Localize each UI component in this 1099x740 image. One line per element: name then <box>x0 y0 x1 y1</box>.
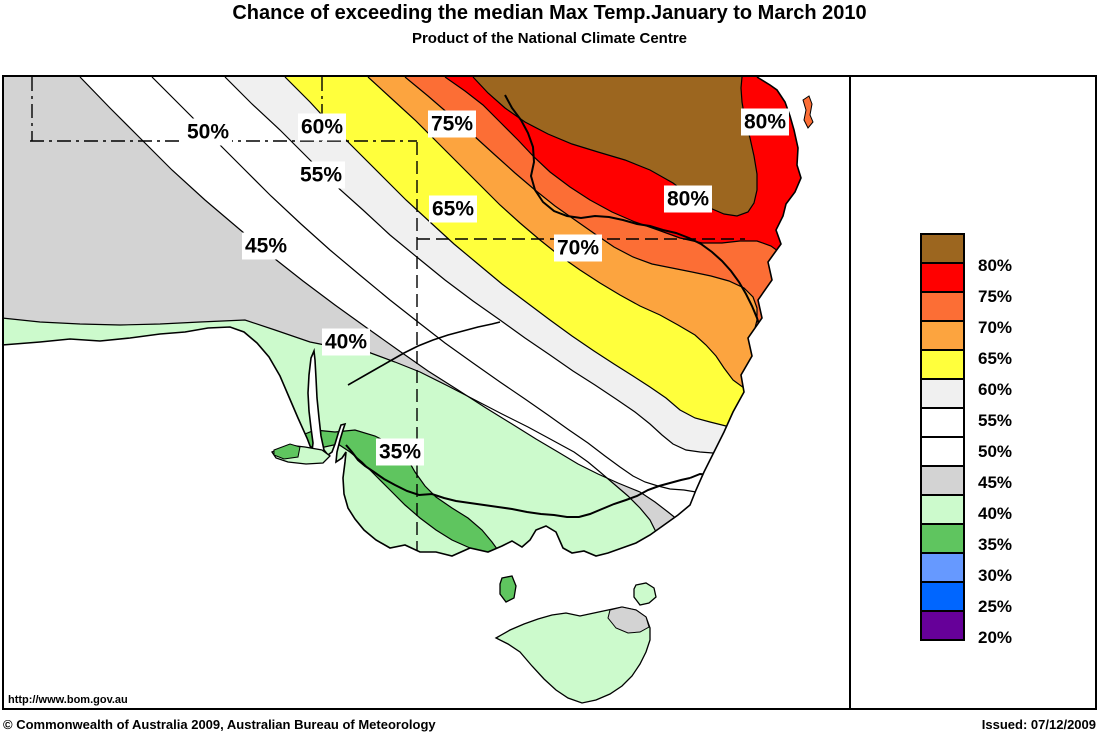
contour-50 <box>151 77 697 493</box>
legend-swatch-band_65_70 <box>920 320 965 351</box>
island-tasmania-ne-patch <box>607 606 650 634</box>
contour-label-65: 65% <box>428 195 478 223</box>
island-fraser <box>802 95 814 129</box>
mainland-coastline <box>1 76 802 557</box>
copyright-text: © Commonwealth of Australia 2009, Austra… <box>3 717 436 732</box>
issued-date: Issued: 07/12/2009 <box>981 717 1096 732</box>
legend-label-45: 45% <box>978 473 1013 492</box>
legend-label-60: 60% <box>978 380 1013 399</box>
legend-swatch-band_under_20 <box>920 610 965 641</box>
contour-label-50: 50% <box>183 118 233 146</box>
legend-swatch-band_80_plus <box>920 233 965 264</box>
probability-bands <box>2 77 801 556</box>
legend-swatch-band_55_60 <box>920 378 965 409</box>
map-frame <box>2 75 1097 710</box>
legend-swatch-band_60_65 <box>920 349 965 380</box>
legend-label-50: 50% <box>978 442 1013 461</box>
band-80-plus <box>473 77 757 216</box>
legend-label-20: 20% <box>978 628 1013 647</box>
island-kangaroo-west-patch <box>273 443 301 460</box>
legend-label-40: 40% <box>978 504 1013 523</box>
legend-swatch-band_25_30 <box>920 552 965 583</box>
contour-45 <box>79 77 685 527</box>
band-75-80 <box>445 77 801 556</box>
contour-label-40: 40% <box>321 328 371 356</box>
legend-label-75: 75% <box>978 287 1013 306</box>
contour-label-80: 80% <box>740 108 790 136</box>
contour-65 <box>367 77 754 393</box>
legend-label-30: 30% <box>978 566 1013 585</box>
island-tasmania <box>494 606 651 704</box>
island-flinders <box>633 582 657 606</box>
legend-swatch-band_40_45 <box>920 465 965 496</box>
river-murray-upper <box>347 321 501 386</box>
bom-url: http://www.bom.gov.au <box>8 694 128 706</box>
page-subtitle: Product of the National Climate Centre <box>411 30 688 47</box>
legend-swatch-band_45_50 <box>920 436 965 467</box>
legend-label-25: 25% <box>978 597 1013 616</box>
legend-label-35: 35% <box>978 535 1013 554</box>
contour-70 <box>404 77 758 349</box>
contour-label-55: 55% <box>296 161 346 189</box>
contour-60 <box>284 77 731 428</box>
page-title: Chance of exceeding the median Max Temp.… <box>232 2 867 24</box>
islands <box>271 95 814 704</box>
contour-label-80: 80% <box>663 185 713 213</box>
legend-cells <box>920 233 965 641</box>
contour-label-45: 45% <box>241 232 291 260</box>
contour-label-60: 60% <box>297 113 347 141</box>
contour-40 <box>2 317 657 533</box>
island-king <box>499 575 517 603</box>
legend-swatch-band_35_40 <box>920 494 965 525</box>
legend-swatch-band_50_55 <box>920 407 965 438</box>
legend-swatch-band_20_25 <box>920 581 965 612</box>
contour-label-35: 35% <box>375 438 425 466</box>
legend-swatch-band_30_35 <box>920 523 965 554</box>
legend-swatch-band_70_75 <box>920 291 965 322</box>
legend-swatch-band_75_80 <box>920 262 965 293</box>
border-river-murray <box>345 444 691 518</box>
contour-label-70: 70% <box>553 234 603 262</box>
legend-label-70: 70% <box>978 318 1013 337</box>
legend-label-65: 65% <box>978 349 1013 368</box>
legend-label-80: 80% <box>978 256 1013 275</box>
contour-label-75: 75% <box>427 110 477 138</box>
legend-label-55: 55% <box>978 411 1013 430</box>
